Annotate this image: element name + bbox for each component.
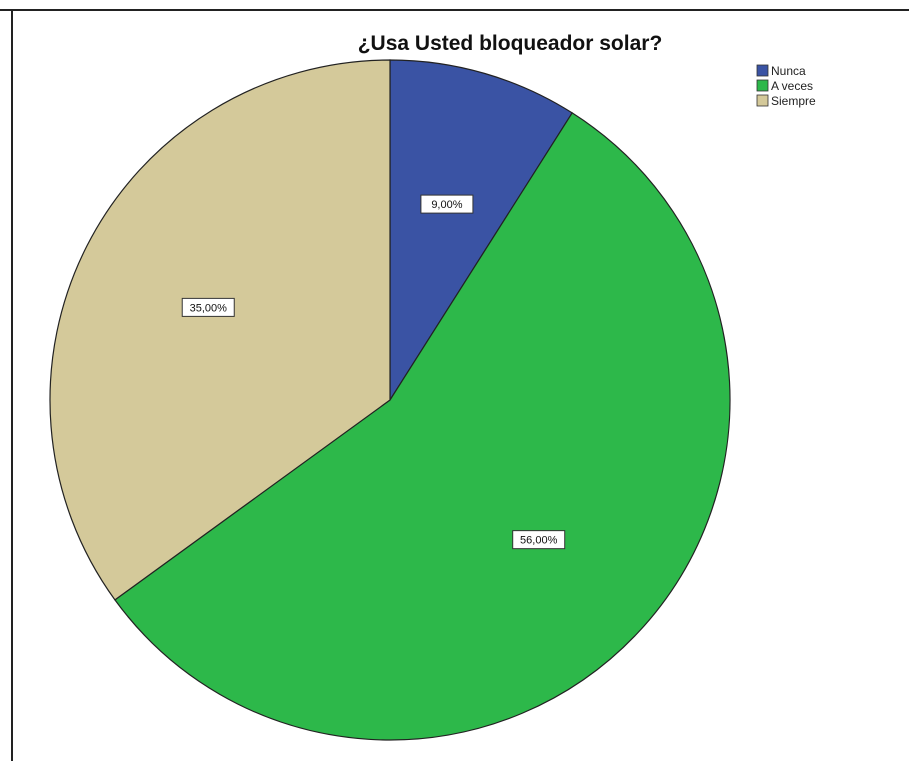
pie-slice-a-veces bbox=[114, 112, 731, 741]
legend-label: A veces bbox=[771, 79, 813, 93]
pie-slices bbox=[49, 59, 731, 741]
legend-swatch bbox=[756, 79, 769, 92]
data-label-box bbox=[512, 530, 566, 550]
data-label-nunca: 9,00% bbox=[420, 194, 474, 214]
data-label-box bbox=[181, 297, 235, 317]
legend-item-a-veces: A veces bbox=[756, 79, 813, 93]
data-label-box bbox=[420, 194, 474, 214]
legend-swatch bbox=[756, 64, 769, 77]
data-label-text: 9,00% bbox=[431, 199, 462, 211]
legend-label: Siempre bbox=[771, 94, 816, 108]
data-label-text: 35,00% bbox=[190, 302, 228, 314]
legend-swatch bbox=[756, 94, 769, 107]
data-label-a-veces: 56,00% bbox=[512, 530, 566, 550]
legend-label: Nunca bbox=[771, 64, 806, 78]
data-label-siempre: 35,00% bbox=[181, 297, 235, 317]
pie-slice-nunca bbox=[389, 59, 574, 403]
pie-data-labels: 9,00% 56,00% 35,00% bbox=[181, 194, 566, 550]
data-label-text: 56,00% bbox=[520, 535, 558, 547]
legend-item-siempre: Siempre bbox=[756, 94, 816, 108]
legend-item-nunca: Nunca bbox=[756, 64, 806, 78]
pie-slice-siempre bbox=[49, 59, 391, 601]
chart-title: ¿Usa Usted bloqueador solar? bbox=[358, 32, 663, 55]
